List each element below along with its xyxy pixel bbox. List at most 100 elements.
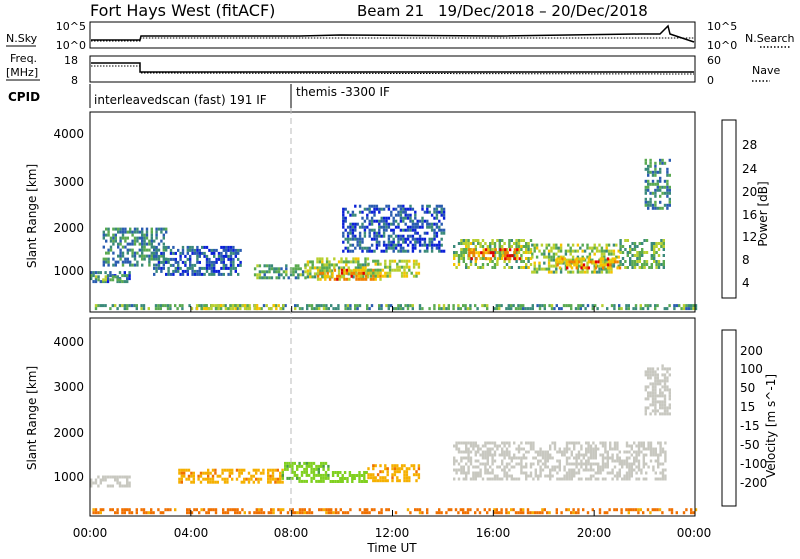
data-cell [606, 257, 610, 261]
data-cell [520, 447, 523, 451]
data-cell [226, 477, 229, 481]
data-cell [276, 477, 279, 481]
data-cell [126, 248, 129, 252]
data-cell [368, 210, 371, 214]
data-cell [342, 240, 345, 244]
data-cell [616, 441, 619, 445]
data-cell [618, 304, 621, 308]
data-cell [274, 477, 277, 481]
data-cell [639, 304, 642, 308]
data-cell [126, 280, 129, 284]
data-cell [351, 474, 354, 477]
velocity-colorbar [721, 329, 737, 507]
data-cell [659, 194, 662, 198]
data-cell [135, 508, 138, 512]
data-cell [612, 243, 616, 247]
data-cell [660, 239, 663, 242]
data-cell [467, 239, 470, 242]
data-cell [198, 304, 201, 308]
data-cell [659, 441, 662, 445]
data-cell [409, 304, 412, 308]
data-cell [559, 243, 563, 247]
data-cell [363, 246, 367, 250]
data-cell [403, 259, 406, 263]
data-cell [260, 307, 263, 311]
data-cell [426, 246, 429, 250]
data-cell [464, 307, 467, 311]
data-cell [492, 251, 495, 255]
data-cell [567, 249, 570, 253]
data-cell [529, 263, 533, 266]
data-cell [644, 304, 647, 308]
data-cell [386, 473, 389, 477]
data-cell [630, 453, 633, 457]
data-cell [107, 251, 110, 255]
data-cell [653, 254, 656, 257]
data-cell [586, 264, 589, 268]
data-cell [506, 251, 509, 255]
data-cell [546, 453, 549, 457]
data-cell [668, 158, 671, 162]
data-cell [555, 508, 558, 512]
data-cell [97, 304, 100, 308]
data-cell [549, 453, 552, 457]
data-cell [90, 484, 93, 488]
data-cell [666, 406, 669, 410]
data-cell [349, 260, 353, 264]
data-cell [579, 246, 582, 250]
data-cell [370, 210, 374, 214]
data-region [178, 468, 284, 484]
data-cell [657, 462, 660, 466]
data-cell [210, 260, 213, 264]
data-cell [237, 272, 240, 276]
data-cell [653, 251, 656, 254]
data-cell [668, 397, 671, 401]
data-cell [196, 251, 199, 255]
data-cell [656, 367, 659, 371]
data-cell [498, 254, 501, 257]
data-cell [305, 467, 308, 471]
data-cell [430, 237, 434, 241]
data-cell [659, 167, 662, 171]
data-cell [221, 477, 224, 481]
data-cell [336, 474, 340, 477]
data-cell [178, 468, 181, 472]
data-cell [616, 459, 619, 463]
data-cell [334, 511, 338, 515]
data-cell [505, 474, 509, 478]
data-cell [412, 464, 416, 468]
data-cell [298, 508, 302, 512]
data-cell [465, 471, 468, 475]
data-cell [169, 251, 173, 255]
data-cell [205, 307, 208, 311]
data-cell [595, 249, 599, 253]
data-cell [587, 441, 590, 445]
data-cell [190, 480, 193, 484]
data-cell [417, 271, 421, 275]
data-cell [491, 266, 494, 269]
data-cell [126, 277, 129, 281]
data-cell [435, 246, 439, 250]
data-cell [114, 263, 117, 267]
cpid-bar: CPID interleavedscan (fast) 191 IF themi… [8, 84, 390, 108]
data-cell [189, 266, 192, 270]
power-colorbar-frame [721, 119, 737, 299]
data-cell [549, 468, 552, 472]
data-cell [219, 307, 223, 311]
data-cell [198, 269, 201, 273]
data-cell [515, 477, 518, 481]
data-cell [595, 270, 599, 274]
data-cell [417, 473, 421, 477]
data-cell [112, 263, 115, 267]
data-cell [391, 464, 394, 468]
data-cell [118, 484, 122, 488]
data-cell [225, 266, 228, 270]
data-cell [601, 468, 605, 472]
data-cell [520, 266, 523, 269]
data-cell [625, 474, 629, 478]
data-cell [550, 270, 553, 274]
data-cell [604, 447, 607, 451]
data-cell [109, 278, 112, 282]
data-cell [261, 270, 264, 274]
data-cell [565, 459, 569, 463]
